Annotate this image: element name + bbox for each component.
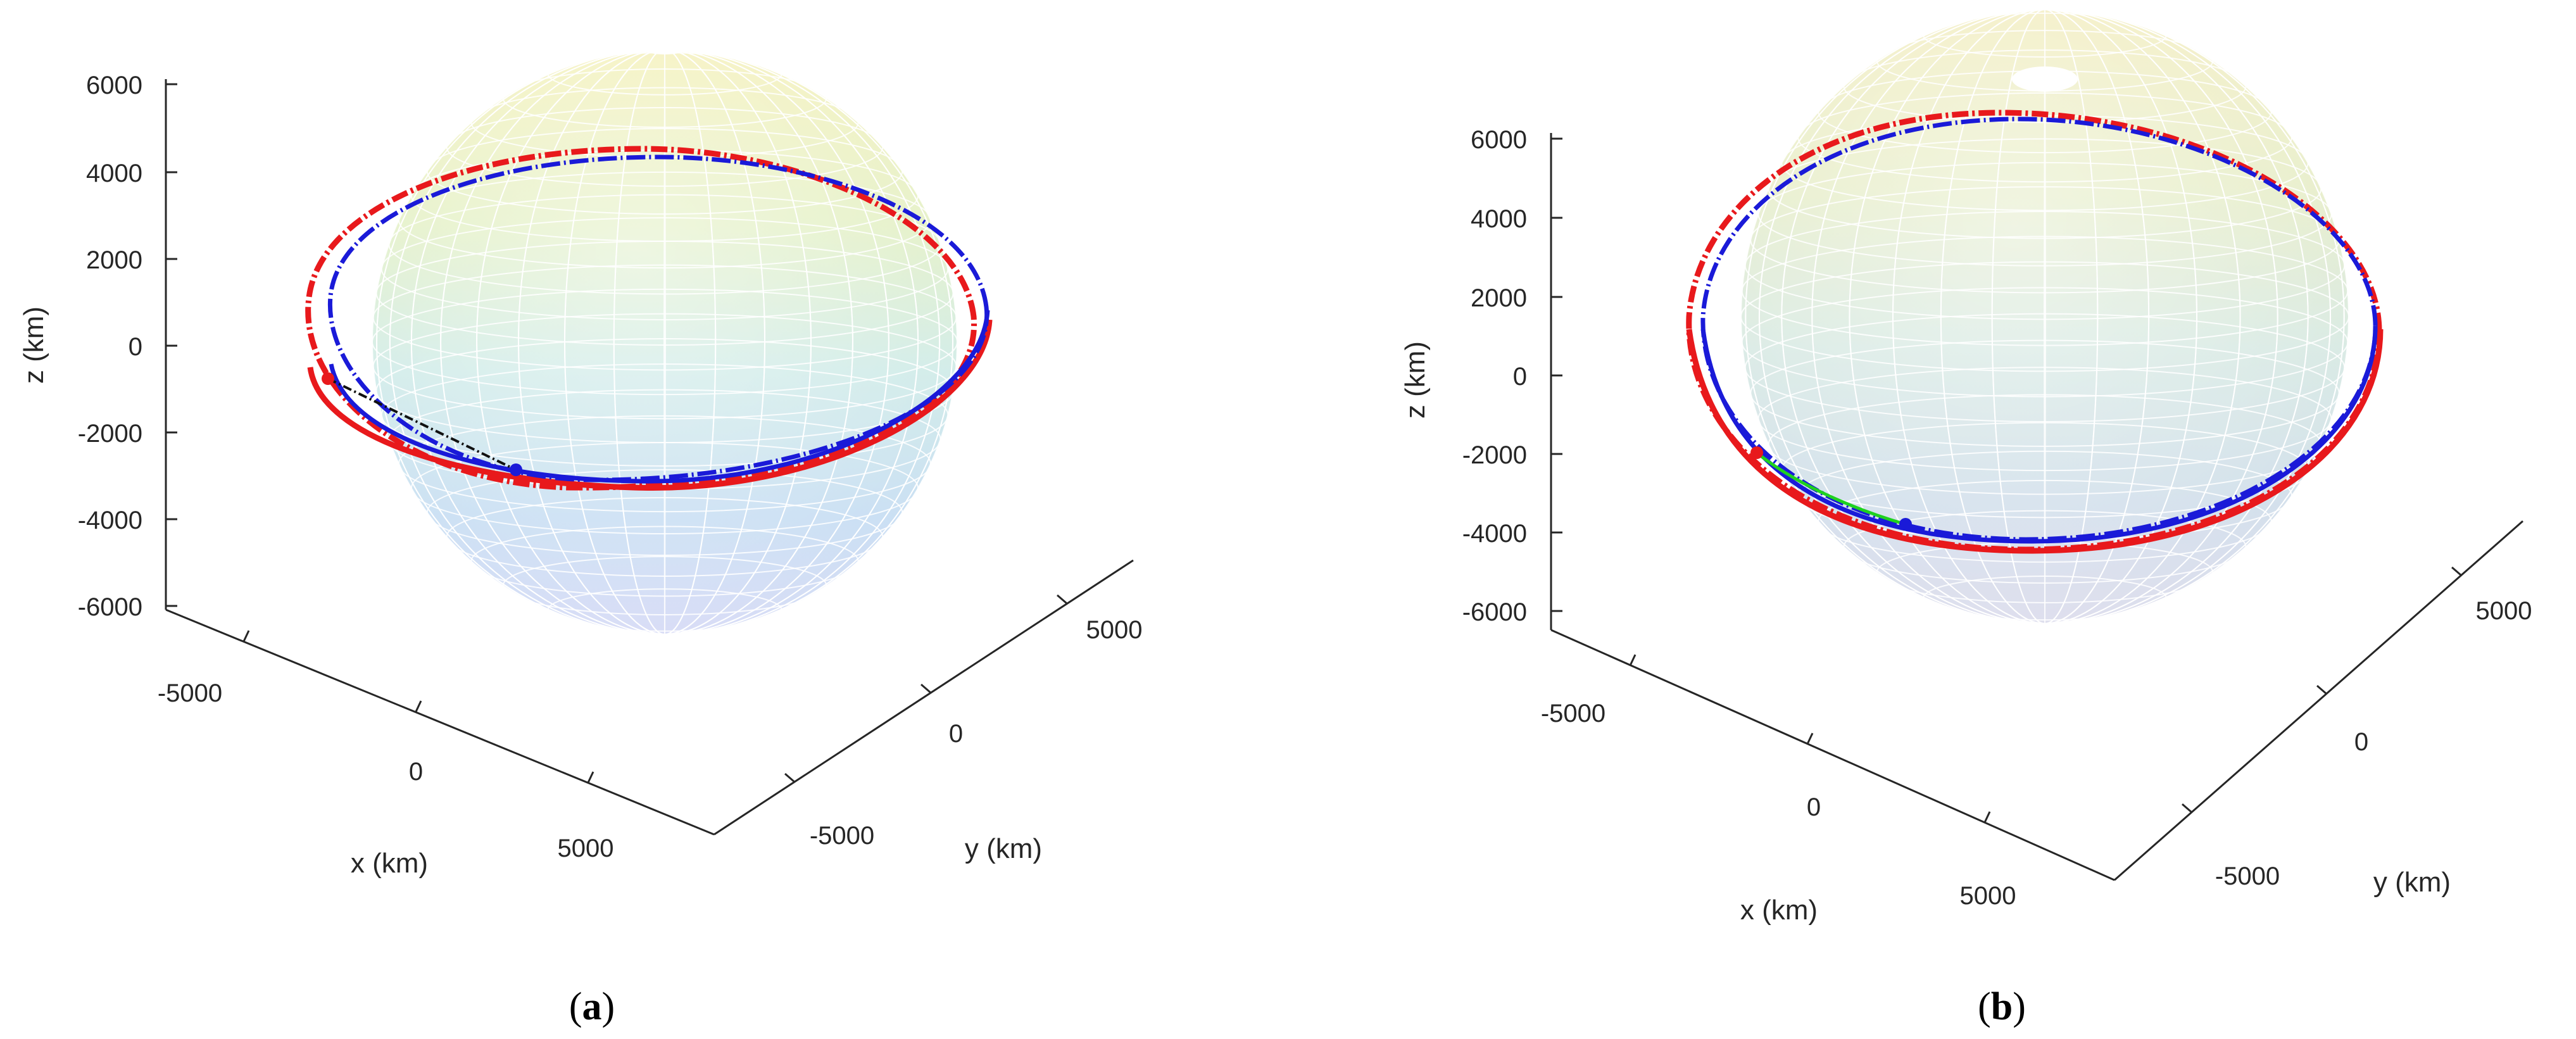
z-tick-label: -2000 — [78, 420, 142, 448]
x-ticks-a: -5000 0 5000 — [158, 630, 614, 862]
y-axis-label: y (km) — [965, 833, 1042, 864]
marker-start-point-b — [1750, 446, 1763, 459]
x-tickmark-b — [1983, 811, 1991, 823]
sphere-surface-a — [372, 32, 958, 635]
x-tickmark-a — [242, 630, 250, 642]
caption-a: (a) — [569, 985, 615, 1028]
x-tick-label: 5000 — [1960, 882, 2016, 910]
x-tick-label: 0 — [409, 758, 423, 786]
y-axis-line-b — [2114, 520, 2523, 881]
z-tick-label: 6000 — [86, 72, 142, 99]
x-axis-line-a — [165, 608, 715, 836]
y-tickmark-a — [784, 772, 795, 783]
y-tickmark-b — [2451, 566, 2462, 577]
y-tickmark-b — [2182, 803, 2192, 814]
z-tick-label: 4000 — [1471, 205, 1527, 233]
z-tick-label: 2000 — [1471, 284, 1527, 312]
series-inner-orbit-front-a — [329, 310, 990, 484]
z-axis-label: z (km) — [1400, 341, 1431, 419]
z-tick-label: 6000 — [1471, 126, 1527, 154]
y-tickmark-a — [920, 683, 931, 694]
z-ticks-b: 6000 4000 2000 0 -2000 -4000 -6000 — [1462, 126, 1562, 626]
z-ticks-a: 6000 4000 2000 0 -2000 -4000 -6000 — [78, 72, 177, 621]
x-tick-label: 0 — [1807, 793, 1821, 821]
sphere-longitude-line — [2044, 9, 2046, 624]
z-tick-label: 2000 — [86, 246, 142, 274]
y-axis-line-a — [713, 559, 1134, 836]
z-axis-label: z (km) — [18, 306, 49, 384]
x-tick-label: -5000 — [1541, 700, 1605, 727]
axes-a: 6000 4000 2000 0 -2000 -4000 -6000 -5000… — [18, 72, 1142, 879]
caption-close-b: ) — [2013, 985, 2026, 1028]
series-outer-orbit-front-a — [307, 319, 993, 491]
x-tickmark-b — [1629, 654, 1637, 666]
y-tick-label: 5000 — [1086, 616, 1143, 644]
y-tickmark-a — [1057, 594, 1067, 605]
z-tick-label: 0 — [1513, 363, 1527, 391]
y-ticks-b: -5000 0 5000 — [2182, 566, 2532, 890]
sphere-pole-a — [634, 32, 695, 54]
y-tick-label: 5000 — [2476, 597, 2532, 625]
y-tick-label: -5000 — [2215, 862, 2280, 890]
x-tick-label: 5000 — [558, 834, 614, 862]
orbits-a — [305, 146, 993, 491]
caption-letter-a: a — [582, 985, 602, 1028]
y-tickmark-b — [2316, 684, 2327, 695]
z-tick-label: -4000 — [78, 507, 142, 534]
caption-close-a: ) — [602, 985, 615, 1028]
series-inner-orbit-a — [327, 154, 990, 482]
axes-b: 6000 4000 2000 0 -2000 -4000 -6000 -5000… — [1400, 126, 2532, 926]
panel-a: 6000 4000 2000 0 -2000 -4000 -6000 -5000… — [18, 32, 1142, 1028]
series-inner-orbit-b — [1700, 116, 2378, 542]
marker-end-point-b — [1899, 518, 1912, 531]
z-tick-label: -4000 — [1462, 520, 1527, 548]
x-axis-label: x (km) — [351, 848, 428, 879]
z-tick-label: 0 — [129, 333, 142, 361]
sphere-surface-b — [1740, 9, 2349, 624]
x-ticks-b: -5000 0 5000 — [1541, 654, 2016, 910]
sphere-longitude-line — [663, 49, 666, 635]
z-tick-label: 4000 — [86, 160, 142, 187]
panel-b: 6000 4000 2000 0 -2000 -4000 -6000 -5000… — [1400, 9, 2532, 1028]
sphere-longitude-line — [1745, 9, 2345, 624]
y-axis-label: y (km) — [2373, 867, 2451, 898]
series-transfer-path-b — [1756, 451, 1906, 526]
caption-open-a: ( — [569, 985, 582, 1028]
y-tick-label: 0 — [949, 720, 963, 748]
marker-end-point-a — [510, 463, 522, 476]
marker-start-point-a — [322, 372, 334, 385]
caption-letter-b: b — [1991, 985, 2013, 1028]
x-axis-label: x (km) — [1740, 895, 1818, 926]
sphere-pole-b — [2012, 66, 2078, 92]
series-outer-orbit-a — [305, 146, 977, 491]
x-tickmark-a — [415, 700, 422, 712]
z-tick-label: -6000 — [78, 593, 142, 621]
series-outer-orbit-front-b — [1686, 329, 2384, 554]
x-tickmark-a — [587, 771, 594, 783]
x-axis-line-b — [1550, 629, 2115, 881]
caption-b: (b) — [1978, 985, 2026, 1028]
series-transfer-path-a — [327, 377, 517, 471]
y-tick-label: -5000 — [810, 822, 874, 850]
y-tick-label: 0 — [2354, 728, 2368, 756]
z-tick-label: -2000 — [1462, 441, 1527, 469]
z-tick-label: -6000 — [1462, 598, 1527, 626]
caption-open-b: ( — [1978, 985, 1991, 1028]
y-ticks-a: -5000 0 5000 — [784, 594, 1143, 850]
x-tick-label: -5000 — [158, 679, 222, 707]
orbits-b — [1686, 110, 2384, 554]
x-tickmark-b — [1806, 733, 1814, 745]
series-inner-orbit-front-b — [1700, 325, 2378, 544]
